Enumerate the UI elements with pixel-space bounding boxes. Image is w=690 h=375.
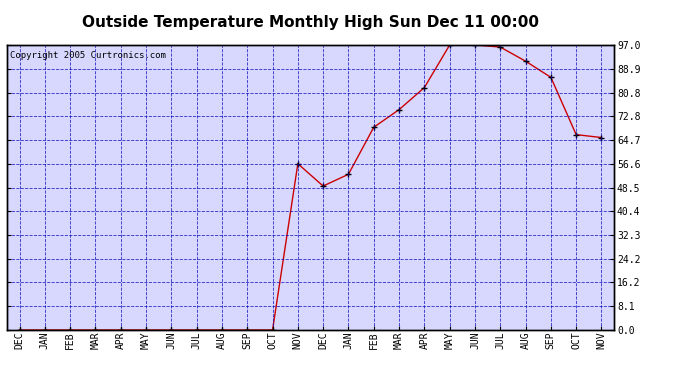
Text: Outside Temperature Monthly High Sun Dec 11 00:00: Outside Temperature Monthly High Sun Dec… — [82, 15, 539, 30]
Text: Copyright 2005 Curtronics.com: Copyright 2005 Curtronics.com — [10, 51, 166, 60]
